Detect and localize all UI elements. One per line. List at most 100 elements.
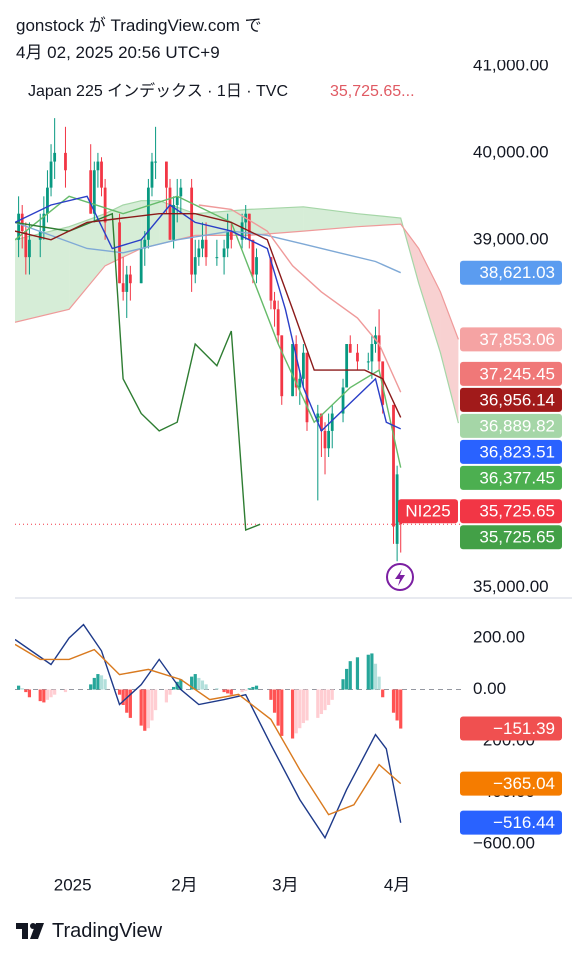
price-label: 36,889.82 (479, 416, 555, 435)
candle-body (294, 344, 298, 388)
candle-body (273, 300, 276, 310)
candle-body (356, 352, 359, 362)
histogram-bar (377, 676, 381, 690)
histogram-bar (240, 689, 244, 693)
candle-body (175, 196, 179, 206)
candle-body (226, 231, 230, 249)
histogram-bar (24, 689, 28, 693)
symbol-value: 35,725.65... (330, 83, 415, 100)
histogram-bar (399, 689, 403, 729)
histogram-bar (395, 689, 399, 721)
candle-body (193, 257, 197, 275)
histogram-bar (222, 689, 226, 693)
candle-body (64, 152, 67, 171)
price-label-box (460, 439, 562, 464)
candle-body (20, 213, 24, 232)
candle-body (377, 335, 381, 362)
symbol-tag-box (398, 499, 458, 524)
indicator-line (15, 195, 401, 433)
price-label: 37,245.45 (479, 364, 555, 383)
candle-body (103, 187, 107, 223)
price-label-box (460, 499, 562, 524)
candle-body (24, 231, 28, 258)
chart: 41,000.00 40,000.00 39,000.00 35,000.00 200.… (15, 60, 572, 894)
candle-body (92, 170, 96, 214)
histogram-bar (125, 689, 129, 713)
histogram-bar (17, 685, 21, 690)
histogram-bar (251, 686, 255, 690)
price-label: 37,853.06 (479, 330, 555, 349)
price-label: 36,377.45 (479, 468, 555, 487)
y-tick-label: 39,000.00 (473, 229, 549, 248)
histogram-bar (42, 689, 46, 703)
candle-body (366, 361, 370, 363)
candle-body (143, 239, 147, 249)
cloud-segment (418, 248, 441, 353)
histogram-bar (345, 668, 349, 690)
y-tick-label: 200.00 (473, 627, 525, 646)
histogram-bar (323, 689, 327, 711)
histogram-bar (298, 689, 302, 729)
candle-body (190, 187, 194, 275)
histogram-bar (190, 676, 194, 690)
indicator-line (15, 212, 261, 532)
histogram-bar (247, 688, 251, 690)
histogram-bar (381, 689, 385, 698)
price-label: −516.44 (493, 813, 555, 832)
candle-body (197, 248, 201, 258)
cloud-segment (440, 291, 459, 424)
indicator-line (15, 195, 402, 468)
macd-pane (15, 623, 462, 840)
candle-body (125, 274, 129, 292)
logo (16, 923, 44, 939)
axes: 41,000.00 40,000.00 39,000.00 35,000.00 200.… (54, 60, 562, 894)
y-tick-label: 40,000.00 (473, 142, 549, 161)
price-label-box (460, 810, 562, 835)
histogram-bar (319, 689, 324, 715)
histogram-bar (20, 688, 24, 690)
histogram-bar (330, 689, 334, 700)
candle-body (201, 239, 204, 249)
candle-body (255, 257, 258, 275)
candle-body (100, 161, 103, 188)
candle-body (229, 231, 233, 240)
y-tick-label: 0.00 (473, 679, 506, 698)
histogram-bar (128, 689, 132, 718)
histogram-bar (45, 689, 50, 700)
candle-body (53, 152, 57, 162)
indicator-line (15, 213, 402, 418)
candle-body (323, 430, 327, 449)
candle-body (139, 248, 143, 284)
histogram-bar (121, 689, 125, 705)
candle-body (269, 257, 273, 301)
candle-body (341, 387, 345, 414)
histogram-bar (341, 679, 345, 690)
price-label: 38,621.03 (479, 263, 555, 282)
price-label-box (460, 260, 562, 285)
indicator-line (198, 204, 402, 393)
price-label-box (460, 525, 562, 550)
span-a (15, 200, 459, 424)
histogram-bar (391, 689, 396, 713)
y-tick-label: 35,000.00 (473, 577, 549, 596)
histogram-bar (327, 689, 331, 705)
candle-body (345, 344, 349, 388)
cloud-segment (159, 200, 196, 245)
histogram-bar (49, 689, 53, 698)
candle-body (128, 274, 132, 284)
histogram-bar (226, 689, 230, 694)
candle-body (240, 222, 244, 240)
candle-body (38, 231, 42, 240)
price-pane (15, 118, 462, 562)
candle-body (251, 239, 255, 275)
histogram-bar (305, 689, 309, 721)
price-label: 36,823.51 (479, 442, 555, 461)
histogram-bar (316, 689, 320, 718)
histogram-bar (103, 679, 107, 690)
candle-body (392, 404, 395, 527)
candle-body (89, 170, 93, 214)
candle-body (150, 161, 154, 188)
price-label-box (460, 327, 562, 352)
cloud-segment (303, 206, 358, 232)
price-label-box (460, 716, 562, 741)
